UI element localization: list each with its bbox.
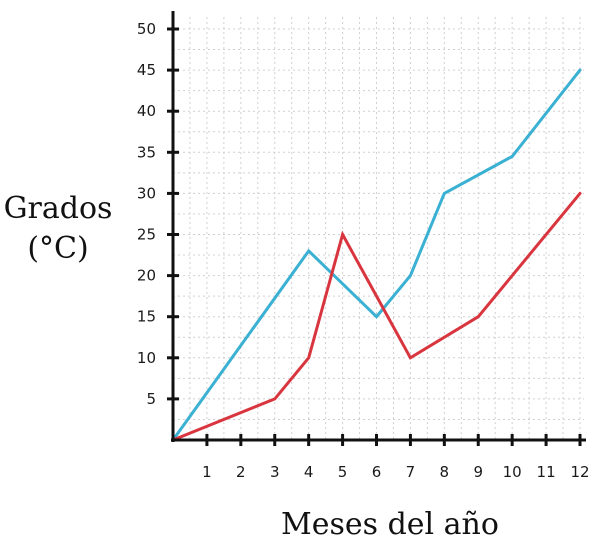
y-axis-title-line-1: Grados xyxy=(4,191,113,226)
x-tick-label-10: 10 xyxy=(503,463,522,481)
y-tick-label-25: 25 xyxy=(137,226,156,244)
y-tick-label-20: 20 xyxy=(137,267,156,285)
x-tick-label-6: 6 xyxy=(372,463,382,481)
y-tick-label-30: 30 xyxy=(137,184,156,202)
x-axis-title: Meses del año xyxy=(281,507,499,542)
axes xyxy=(167,11,586,446)
series-line-1 xyxy=(171,68,582,442)
x-tick-label-3: 3 xyxy=(270,463,280,481)
x-tick-label-4: 4 xyxy=(304,463,314,481)
y-axis-title-line-2: (°C) xyxy=(27,231,88,266)
x-tick-label-7: 7 xyxy=(406,463,416,481)
x-tick-label-8: 8 xyxy=(440,463,450,481)
y-tick-label-50: 50 xyxy=(137,20,156,38)
grid xyxy=(173,17,584,440)
y-tick-label-45: 45 xyxy=(137,61,156,79)
x-tick-label-11: 11 xyxy=(537,463,556,481)
y-tick-label-10: 10 xyxy=(137,349,156,367)
x-tick-label-9: 9 xyxy=(473,463,483,481)
x-tick-label-12: 12 xyxy=(570,463,589,481)
y-tick-label-40: 40 xyxy=(137,102,156,120)
x-tick-label-2: 2 xyxy=(236,463,246,481)
y-tick-label-35: 35 xyxy=(137,143,156,161)
x-tick-label-5: 5 xyxy=(338,463,348,481)
y-tick-label-15: 15 xyxy=(137,308,156,326)
y-tick-label-5: 5 xyxy=(146,390,156,408)
x-tick-label-1: 1 xyxy=(202,463,212,481)
series-line-2 xyxy=(171,191,582,442)
series-layer xyxy=(171,68,582,442)
